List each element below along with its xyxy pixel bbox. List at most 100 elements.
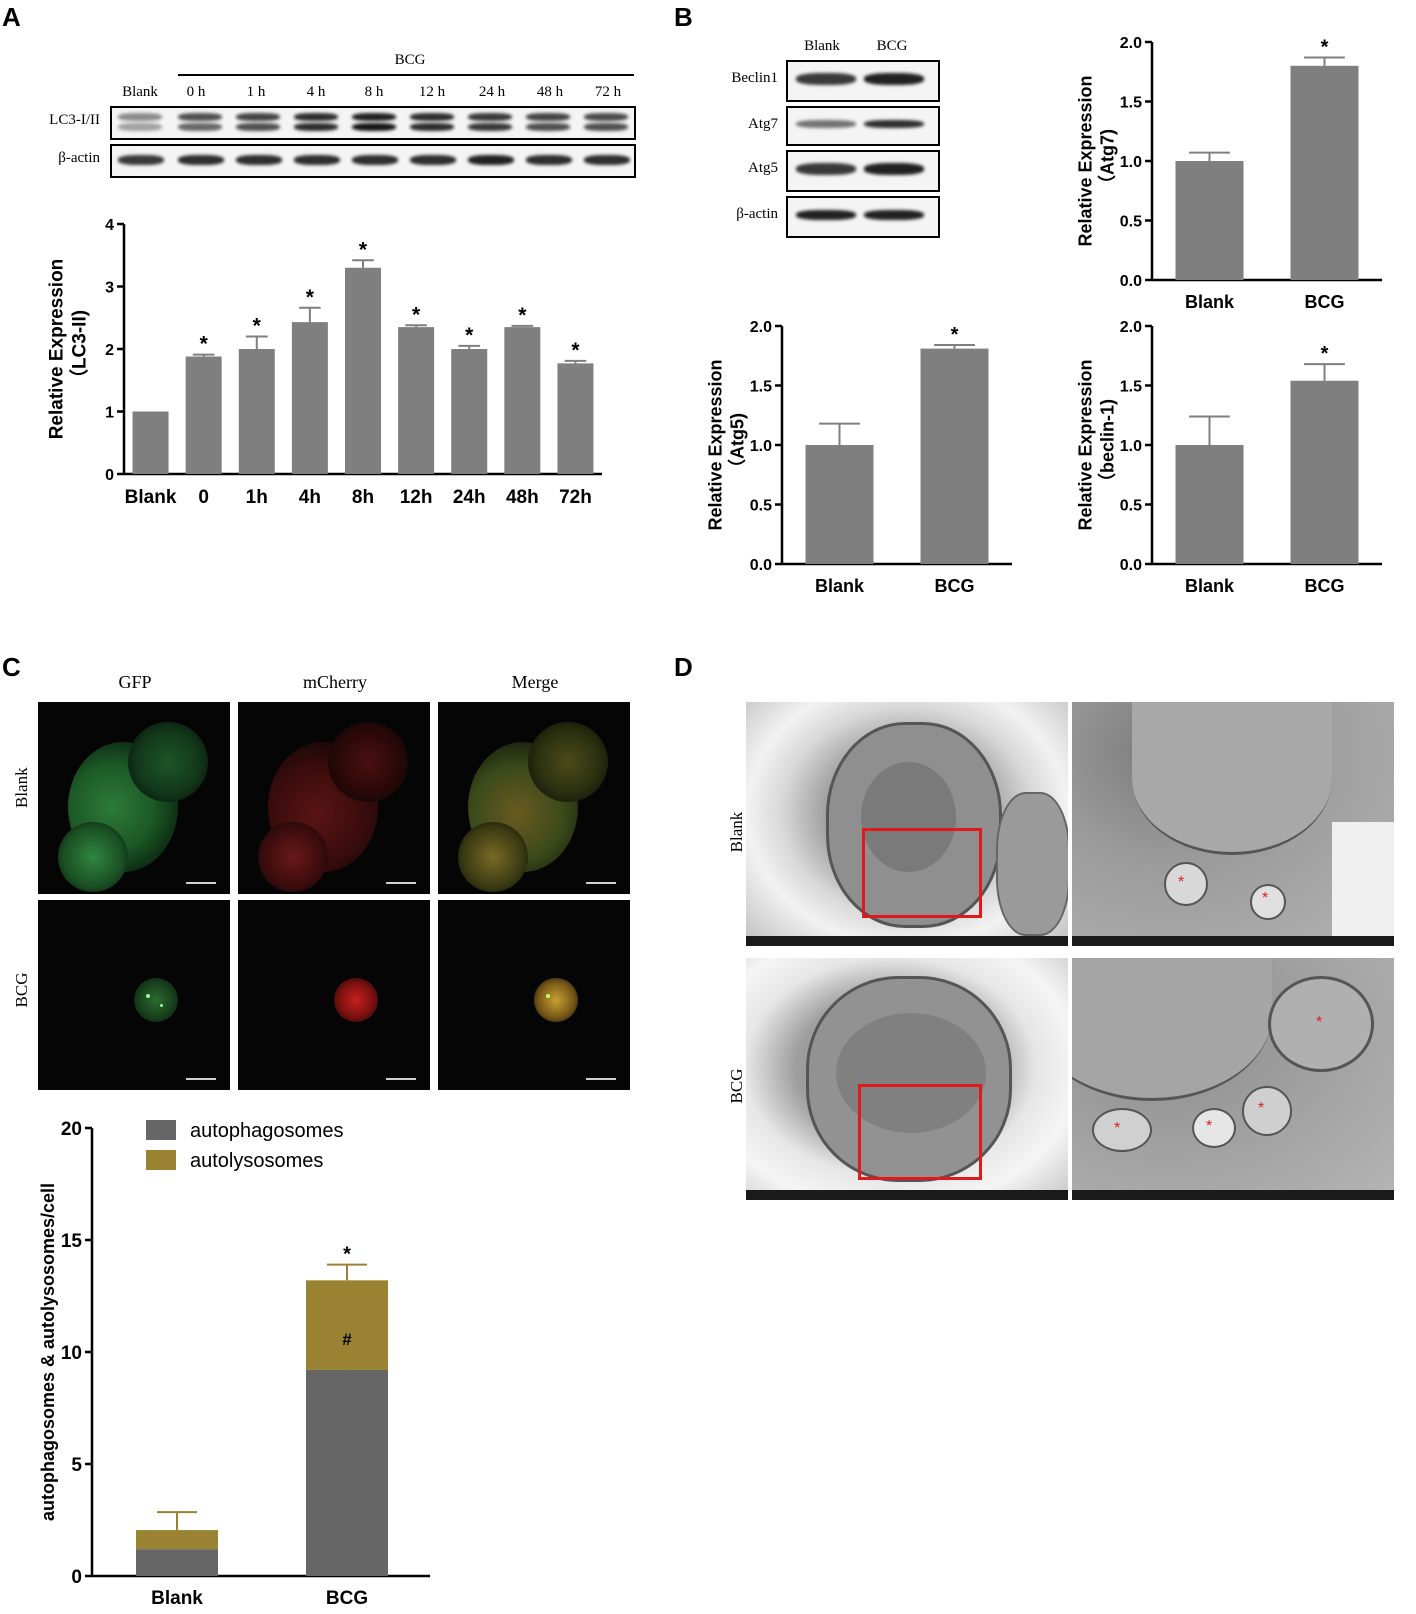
stripA1-band-2 [236, 123, 280, 131]
significance-star: * [359, 238, 368, 261]
stripA2-band-0 [118, 155, 164, 165]
blot-a-actin-strip [110, 144, 636, 178]
blot-a-row-0: LC3-I/II [49, 112, 100, 128]
y-tick-label: 10 [61, 1343, 82, 1364]
bar-autolysosomes-Blank [136, 1530, 218, 1550]
y-tick-label: 4 [105, 217, 114, 234]
bar-autolysosomes-BCG [306, 1280, 388, 1370]
y-tick-label: 0.5 [1120, 498, 1142, 515]
blot-a-lane-7: 48 h [536, 84, 564, 100]
blot-b-atg7-strip [786, 106, 940, 146]
y-tick-label: 0 [71, 1567, 82, 1588]
tem-marker-3: * [1316, 1014, 1323, 1031]
significance-star: * [253, 315, 262, 338]
bar-Blank [1175, 445, 1244, 564]
panel-label-d: D [674, 652, 693, 682]
tem-marker-4: * [1114, 1120, 1121, 1137]
x-tick-label: 12h [400, 487, 433, 508]
bar-0 [185, 356, 222, 474]
tem-bcg-overview [746, 958, 1068, 1200]
x-tick-label: 24h [453, 487, 486, 508]
chart-lc3: 0 1 2 3 4 Blank * 0 * 1h * 4h * 8h * 12h * 24h * 48h * 72h Rel… [47, 217, 602, 508]
stripA1-band-4 [352, 123, 396, 131]
y-axis-label: （LC3-II) [68, 310, 91, 388]
stripB1-band-0 [796, 73, 856, 85]
row-label-d-blank: Blank [727, 811, 746, 853]
x-tick-label: Blank [125, 487, 177, 508]
tem-marker-6: * [1258, 1100, 1265, 1117]
y-tick-label: 0.0 [1120, 273, 1142, 290]
image-gfp-bcg [38, 900, 230, 1090]
significance-star: * [951, 324, 959, 346]
x-tick-label: BCG [1305, 292, 1345, 312]
bar-BCG [1290, 65, 1359, 280]
stripB4-band-1 [864, 210, 924, 220]
blot-a-lane-6: 24 h [478, 84, 506, 100]
stripA1-band-1 [178, 113, 222, 121]
panel-label-a: A [2, 2, 21, 32]
x-tick-label: Blank [815, 576, 865, 596]
stripA2-band-7 [526, 155, 572, 165]
tem-marker-1: * [1178, 874, 1185, 891]
y-tick-label: 1.5 [1120, 95, 1142, 112]
tem-marker-5: * [1206, 1118, 1213, 1135]
x-tick-label: 4h [299, 487, 321, 508]
bar-8h [345, 267, 381, 474]
stripA1-band-4 [352, 113, 396, 121]
chart-autophagy-counts: 0 5 10 15 20 Blank * # BCG autophagosomes autolyso… [38, 1119, 430, 1609]
image-gfp-blank [38, 702, 230, 894]
stripA1-band-7 [526, 123, 570, 131]
channel-label-gfp: GFP [118, 672, 152, 692]
blot-a-lc3-strip [110, 106, 636, 140]
y-tick-label: 1.5 [750, 379, 772, 396]
stripA1-band-0 [118, 113, 162, 121]
blot-a-group-line [178, 74, 634, 76]
row-label-c-blank: Blank [12, 767, 31, 808]
blot-a-lane-0: Blank [122, 84, 158, 100]
significance-star: * [306, 286, 315, 309]
stripA1-band-8 [584, 113, 628, 121]
stripA2-band-1 [178, 155, 224, 165]
tem-bcg-zoom: * * * * [1072, 958, 1394, 1200]
blot-b-row-3: β-actin [736, 206, 778, 222]
blot-b-row-2: Atg5 [748, 160, 778, 176]
stripA1-band-5 [410, 123, 454, 131]
blot-a-lane-5: 12 h [418, 84, 446, 100]
y-tick-label: 15 [61, 1231, 83, 1252]
x-tick-label: BCG [935, 576, 975, 596]
y-tick-label: 20 [61, 1119, 82, 1140]
legend-swatch-autophagosomes [146, 1120, 176, 1140]
significance-star: * [465, 324, 474, 347]
stripA2-band-5 [410, 155, 456, 165]
channel-label-merge: Merge [511, 672, 559, 692]
tem-blank-zoom: * * [1072, 702, 1394, 946]
stripA2-band-6 [468, 155, 514, 165]
image-merge-blank [438, 702, 630, 894]
row-label-d-bcg: BCG [727, 1068, 746, 1104]
tem-marker-2: * [1262, 890, 1269, 907]
panel-label-c: C [2, 652, 21, 682]
blot-b-actin-strip [786, 196, 940, 238]
significance-star: * [200, 333, 209, 356]
stripA1-band-3 [294, 123, 338, 131]
y-tick-label: 3 [105, 280, 114, 297]
bar-autophagosomes-BCG [306, 1369, 388, 1576]
stripA1-band-3 [294, 113, 338, 121]
stripB4-band-0 [796, 210, 856, 220]
image-mcherry-blank [238, 702, 430, 894]
x-tick-label: 48h [506, 487, 539, 508]
panel-label-b: B [674, 2, 693, 32]
y-tick-label: 2.0 [750, 319, 772, 336]
stripA2-band-8 [584, 155, 630, 165]
x-tick-label: 72h [559, 487, 592, 508]
significance-star: * [1321, 343, 1329, 365]
bar-12h [398, 327, 435, 474]
blot-a-lane-2: 1 h [246, 84, 266, 100]
bar-Blank [132, 411, 169, 474]
y-tick-label: 0.5 [1120, 214, 1142, 231]
y-axis-label: Relative Expression [706, 359, 726, 530]
tem-bcg-zoom-box [858, 1084, 982, 1180]
stripA1-band-8 [584, 123, 628, 131]
blot-a-lane-4: 8 h [364, 84, 384, 100]
bar-autophagosomes-Blank [136, 1549, 218, 1576]
